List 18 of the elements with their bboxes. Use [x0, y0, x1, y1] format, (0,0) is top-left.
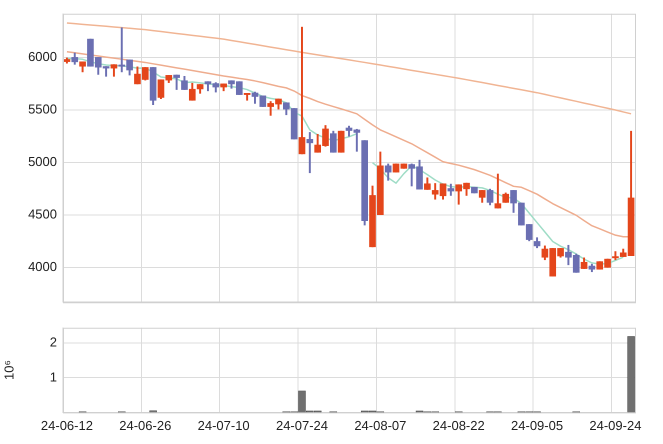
- x-tick-label: 24-09-05: [511, 418, 564, 433]
- y-tick-label: 1: [50, 369, 57, 384]
- y-tick-label: 4500: [28, 206, 57, 222]
- x-tick-label: 24-08-22: [432, 418, 485, 433]
- candlestick: [338, 130, 344, 153]
- x-tick-label: 24-07-10: [198, 418, 250, 433]
- y-tick-label: 5000: [28, 154, 57, 170]
- y-tick-label: 4000: [28, 259, 57, 274]
- y-axis-title: 10⁶: [1, 360, 16, 380]
- y-tick-label: 5500: [28, 102, 57, 117]
- y-tick-label: 2: [50, 334, 57, 350]
- y-tick-label: 6000: [28, 48, 57, 64]
- x-tick-label: 24-06-26: [119, 418, 172, 433]
- x-tick-label: 24-08-07: [354, 418, 406, 433]
- candlestick: [471, 186, 478, 194]
- x-tick-label: 24-06-12: [40, 418, 93, 433]
- x-tick-label: 24-07-24: [276, 418, 328, 433]
- x-tick-label: 24-09-24: [589, 418, 642, 433]
